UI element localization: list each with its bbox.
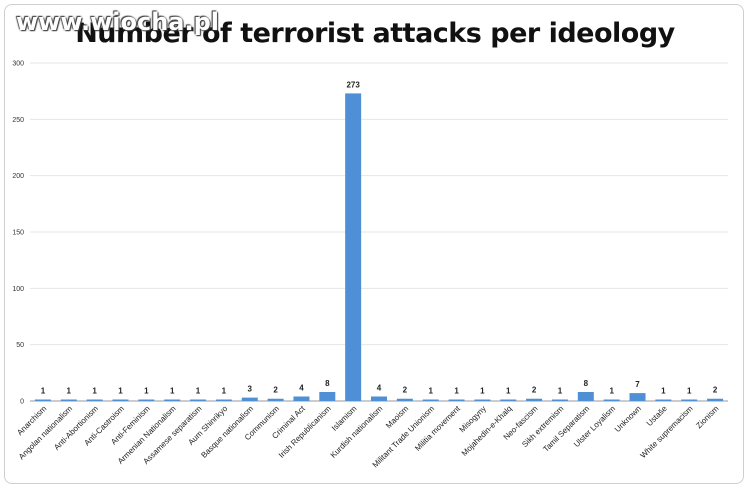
bar xyxy=(190,399,207,401)
y-tick-label: 300 xyxy=(12,61,24,68)
data-label: 1 xyxy=(661,387,666,396)
y-tick-label: 100 xyxy=(12,286,24,293)
data-label: 1 xyxy=(558,387,563,396)
watermark-logo: www.wiocha.pl xyxy=(16,8,220,36)
data-label: 1 xyxy=(454,387,459,396)
bar xyxy=(422,399,439,401)
y-tick-label: 0 xyxy=(20,399,24,406)
data-label: 273 xyxy=(346,80,360,89)
y-tick-label: 200 xyxy=(12,173,24,180)
data-label: 1 xyxy=(196,387,201,396)
bar xyxy=(526,398,543,401)
x-tick-label: Anti-Abortionism xyxy=(52,404,100,452)
y-tick-label: 50 xyxy=(16,342,24,349)
bar xyxy=(215,399,232,401)
bar xyxy=(474,399,491,401)
data-label: 2 xyxy=(403,386,408,395)
bar xyxy=(448,399,465,401)
x-tick-label: Unknown xyxy=(613,404,643,434)
data-label: 7 xyxy=(635,380,640,389)
bar xyxy=(629,393,646,401)
x-tick-label: Ustaše xyxy=(645,404,669,428)
data-label: 1 xyxy=(92,387,97,396)
data-label: 1 xyxy=(67,387,72,396)
bar xyxy=(60,399,77,401)
x-tick-label: Zionism xyxy=(694,404,720,430)
bar xyxy=(267,398,284,401)
bar xyxy=(345,93,362,402)
bar xyxy=(551,399,568,401)
data-label: 2 xyxy=(273,386,278,395)
bar xyxy=(138,399,155,401)
data-label: 1 xyxy=(480,387,485,396)
bar xyxy=(707,398,724,401)
bar xyxy=(577,391,594,401)
data-label: 1 xyxy=(506,387,511,396)
bar xyxy=(371,396,387,401)
data-label: 2 xyxy=(713,386,718,395)
x-tick-label: Tamil Separatism xyxy=(541,404,591,454)
data-label: 4 xyxy=(299,383,304,392)
data-label: 4 xyxy=(377,383,382,392)
bar xyxy=(681,399,698,401)
data-label: 8 xyxy=(325,379,330,388)
bar xyxy=(86,399,103,401)
x-tick-label: Militia movement xyxy=(413,404,462,453)
bar xyxy=(603,399,620,401)
y-tick-label: 250 xyxy=(12,117,24,124)
data-label: 8 xyxy=(584,379,589,388)
bar xyxy=(396,398,413,401)
chart-frame xyxy=(4,4,744,484)
bar xyxy=(34,399,51,401)
bar xyxy=(112,399,129,401)
bar xyxy=(241,397,258,401)
bar xyxy=(293,396,310,401)
chart-title: Number of terrorist attacks per ideology xyxy=(75,18,675,49)
data-label: 3 xyxy=(248,385,253,394)
data-label: 1 xyxy=(118,387,123,396)
y-tick-label: 150 xyxy=(12,230,24,237)
data-label: 1 xyxy=(428,387,433,396)
data-label: 1 xyxy=(222,387,227,396)
data-label: 1 xyxy=(170,387,175,396)
bar xyxy=(164,399,181,401)
data-label: 1 xyxy=(41,387,46,396)
data-label: 1 xyxy=(609,387,614,396)
bar xyxy=(655,399,672,401)
bar xyxy=(500,399,517,401)
bar xyxy=(319,391,336,401)
data-label: 1 xyxy=(144,387,149,396)
data-label: 2 xyxy=(532,386,537,395)
data-label: 1 xyxy=(687,387,692,396)
